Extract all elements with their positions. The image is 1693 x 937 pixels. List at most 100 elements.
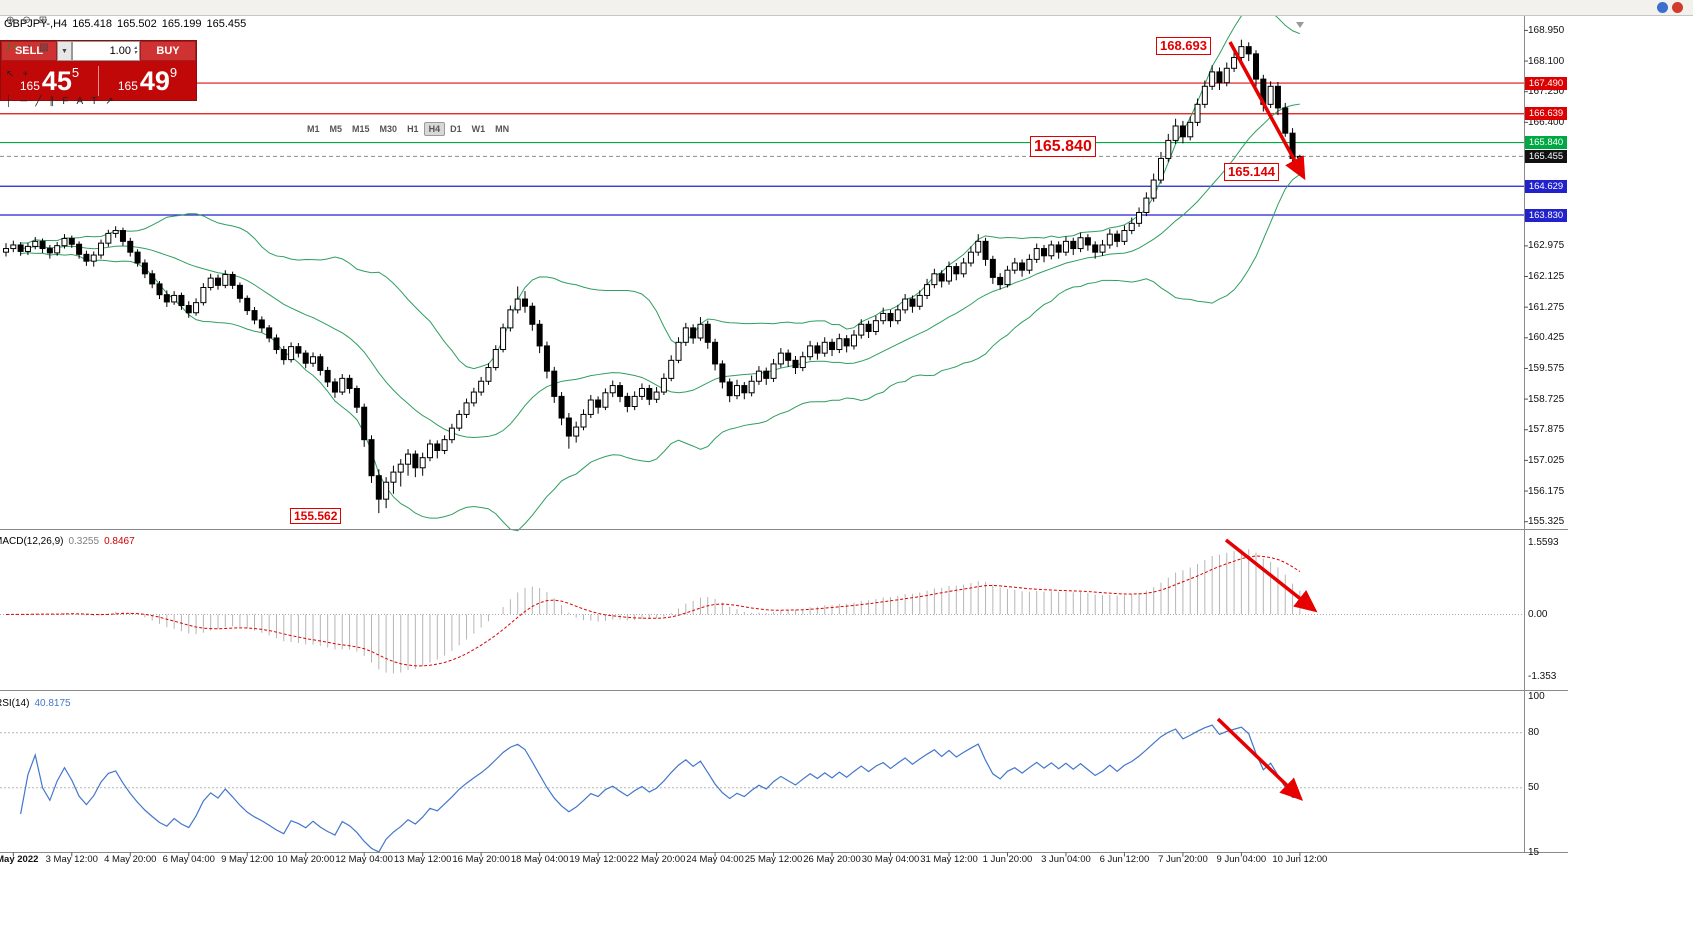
chart-window[interactable]: GBPJPY-,H4 165.418 165.502 165.199 165.455 S… <box>0 16 1568 868</box>
news-status-icon[interactable] <box>1672 2 1683 13</box>
line-chart-icon[interactable]: ╱╲ <box>32 0 52 1</box>
panel-separators[interactable] <box>0 16 1568 857</box>
macd-axis-label: 1.5593 <box>1528 537 1559 549</box>
time-axis-label: 25 May 12:00 <box>744 854 803 865</box>
price-axis-label: 162.125 <box>1528 271 1565 282</box>
price-axis-label: 161.275 <box>1528 301 1565 313</box>
rsi-label: RSI(14) <box>0 698 30 709</box>
price-annotation[interactable]: 165.840 <box>1030 136 1096 158</box>
label-icon[interactable]: T <box>87 95 101 109</box>
price-axis-label: 168.100 <box>1528 55 1565 67</box>
time-axis-label: 18 May 04:00 <box>510 854 569 865</box>
volume-field[interactable]: 1.00 ▴ ▾ <box>72 41 140 61</box>
timeframe-m30-button[interactable]: M30 <box>379 124 398 134</box>
time-axis-label: 3 May 12:00 <box>45 854 98 865</box>
price-axis-label: 157.875 <box>1528 424 1565 436</box>
zoom-out-icon: ⊖ <box>22 15 31 26</box>
chevron-down-icon: ▼ <box>61 47 68 55</box>
time-axis-label: 2 May 2022 <box>0 854 39 865</box>
stepper-up-icon[interactable]: ▴ <box>133 45 137 51</box>
timeframe-m1-button[interactable]: M1 <box>307 124 320 134</box>
chart-ohlc-header: GBPJPY-,H4 165.418 165.502 165.199 165.455 <box>4 18 251 30</box>
time-axis-label: 10 May 20:00 <box>276 854 335 865</box>
timeframe-h4-button[interactable]: H4 <box>423 122 446 136</box>
timeframe-m5-button[interactable]: M5 <box>329 124 343 134</box>
timeframe-w1-button[interactable]: W1 <box>471 124 486 134</box>
crosshair-icon[interactable]: + <box>18 68 32 82</box>
cursor-icon[interactable]: ↖ <box>2 68 18 82</box>
macd-main-value: 0.3255 <box>68 536 100 547</box>
toolbar: ▦+▢+新订单◆◉▤▶自动交易≣▯╱╲⊕⊖⊞ƒ+◔▨↖+│─╱∥FAT↗M1M5… <box>0 0 1693 136</box>
bar-chart-icon[interactable]: ≣ <box>2 0 18 1</box>
macd-indicator <box>0 549 1524 674</box>
price-axis-label: 166.400 <box>1528 116 1565 128</box>
horizontal-line-icon: ─ <box>20 96 28 107</box>
tile-windows-icon[interactable]: ⊞ <box>35 14 51 28</box>
price-annotation[interactable]: 168.693 <box>1156 37 1211 55</box>
chart-canvas[interactable] <box>0 16 1568 868</box>
vertical-line-icon: │ <box>6 96 13 107</box>
sell-button[interactable]: SELL <box>1 41 57 61</box>
chart-shift-marker[interactable] <box>1296 22 1304 28</box>
price-annotation[interactable]: 165.144 <box>1224 163 1279 181</box>
timeframe-mn-button[interactable]: MN <box>495 124 510 134</box>
crosshair-icon: + <box>22 69 29 80</box>
price-annotation[interactable]: 155.562 <box>290 508 342 525</box>
zoom-in-icon: ⊕ <box>6 15 15 26</box>
arrows-icon[interactable]: ↗ <box>101 95 117 109</box>
volume-value: 1.00 <box>109 45 131 57</box>
time-axis-label: 6 Jun 12:00 <box>1099 854 1150 865</box>
text-icon: A <box>76 96 84 107</box>
macd-axis-label: 0.00 <box>1528 608 1548 620</box>
time-axis-label: 31 May 12:00 <box>920 854 978 865</box>
time-axis-label: 26 May 20:00 <box>803 854 861 865</box>
volume-dropdown[interactable]: ▼ <box>57 41 72 61</box>
time-axis-label: 4 May 20:00 <box>104 854 157 865</box>
time-axis-label: 12 May 04:00 <box>335 854 393 865</box>
time-axis-label: 9 Jun 04:00 <box>1216 854 1267 865</box>
zoom-in-icon[interactable]: ⊕ <box>2 14 18 28</box>
indicators-icon-badge: + <box>12 43 18 52</box>
price-axis-badge-163.830: 163.830 <box>1525 208 1567 222</box>
time-axis-label: 16 May 20:00 <box>452 854 510 865</box>
volume-stepper[interactable]: ▴ ▾ <box>133 45 137 56</box>
rsi-line <box>20 724 1300 853</box>
periods-icon[interactable]: ◔ <box>21 41 35 55</box>
bar-open-value: 165.418 <box>72 18 112 30</box>
trendline-icon[interactable]: ╱ <box>31 95 45 109</box>
cursor-icon: ↖ <box>6 69 15 80</box>
vertical-line-icon[interactable]: │ <box>2 95 16 109</box>
sell-price-display[interactable]: 165455 <box>1 65 98 97</box>
rsi-axis-label: 50 <box>1528 782 1540 794</box>
indicators-icon[interactable]: ƒ + <box>2 41 21 55</box>
time-axis-label: 6 May 04:00 <box>162 854 215 865</box>
buy-button[interactable]: BUY <box>140 41 196 61</box>
macd-axis-label: -1.353 <box>1528 671 1557 683</box>
templates-icon[interactable]: ▨ <box>35 41 52 55</box>
one-click-trading-panel: SELL ▼ 1.00 ▴ ▾ BUY 165455 165499 <box>0 40 197 101</box>
timeframe-m15-button[interactable]: M15 <box>352 124 370 134</box>
time-axis-label: 30 May 04:00 <box>861 854 920 865</box>
price-axis-label: 155.325 <box>1528 516 1565 528</box>
timeframe-h1-button[interactable]: H1 <box>407 124 419 134</box>
fibonacci-icon[interactable]: F <box>58 95 72 109</box>
candle-chart-icon[interactable]: ▯ <box>18 0 32 1</box>
horizontal-line-icon[interactable]: ─ <box>16 95 31 109</box>
rsi-value: 40.8175 <box>34 698 71 709</box>
rsi-axis-label: 80 <box>1528 727 1540 739</box>
text-icon[interactable]: A <box>72 95 87 109</box>
buy-price-display[interactable]: 165499 <box>99 65 196 97</box>
price-axis-label: 168.950 <box>1528 24 1565 36</box>
channel-icon[interactable]: ∥ <box>45 95 58 109</box>
price-axis-badge-166.639: 166.639 <box>1525 107 1567 121</box>
time-axis-label: 10 Jun 12:00 <box>1272 854 1328 865</box>
templates-icon: ▨ <box>39 42 49 53</box>
community-status-icon[interactable] <box>1657 2 1668 13</box>
price-axis-label: 167.250 <box>1528 86 1565 98</box>
timeframe-d1-button[interactable]: D1 <box>450 124 462 134</box>
stepper-down-icon[interactable]: ▾ <box>133 50 137 56</box>
zoom-out-icon[interactable]: ⊖ <box>18 14 34 28</box>
bar-close-value: 165.455 <box>206 18 247 30</box>
rsi-axis-label: 100 <box>1528 690 1545 702</box>
